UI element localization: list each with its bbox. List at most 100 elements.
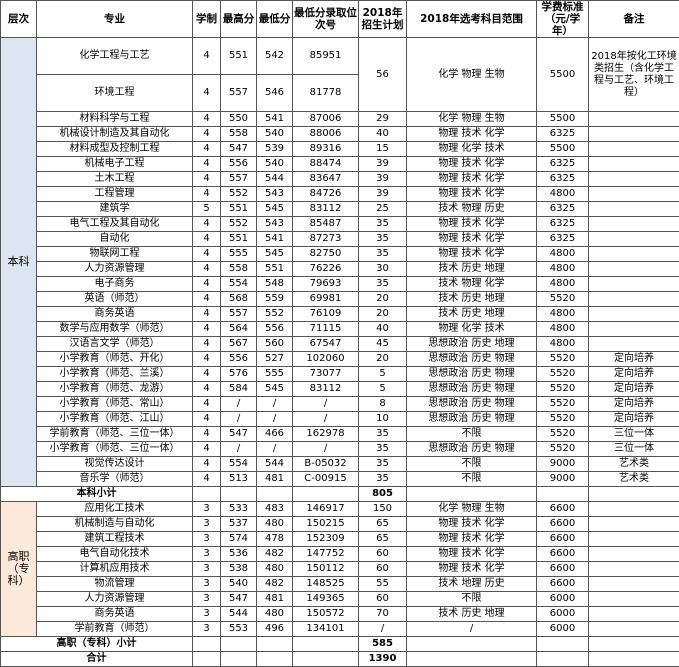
note-cell bbox=[589, 592, 679, 607]
note-cell: 定向培养 bbox=[589, 367, 679, 382]
min-score-cell: 544 bbox=[257, 172, 293, 187]
empty-cell bbox=[293, 487, 359, 502]
min-rank-cell: 134101 bbox=[293, 622, 359, 637]
major-cell: 学前教育（师范、三位一体） bbox=[37, 427, 193, 442]
years-cell: 3 bbox=[193, 502, 221, 517]
plan-cell: 15 bbox=[359, 142, 407, 157]
max-score-cell: 547 bbox=[221, 142, 257, 157]
header-cell: 专业 bbox=[37, 1, 193, 38]
max-score-cell: 557 bbox=[221, 307, 257, 322]
tuition-cell: 6600 bbox=[537, 577, 589, 592]
major-cell: 机械设计制造及其自动化 bbox=[37, 127, 193, 142]
subjects-cell: 思想政治 历史 物理 bbox=[407, 442, 537, 457]
note-cell bbox=[589, 307, 679, 322]
major-cell: 小学教育（师范、兰溪） bbox=[37, 367, 193, 382]
tuition-cell: 9000 bbox=[537, 472, 589, 487]
empty-cell bbox=[407, 652, 537, 667]
years-cell: 3 bbox=[193, 592, 221, 607]
major-cell: 商务英语 bbox=[37, 307, 193, 322]
years-cell: 3 bbox=[193, 577, 221, 592]
years-cell: 4 bbox=[193, 277, 221, 292]
years-cell: 4 bbox=[193, 472, 221, 487]
note-cell: 定向培养 bbox=[589, 412, 679, 427]
empty-cell bbox=[407, 637, 537, 652]
tuition-cell: 6325 bbox=[537, 217, 589, 232]
years-cell: 3 bbox=[193, 607, 221, 622]
tuition-cell: 4800 bbox=[537, 262, 589, 277]
plan-cell: 56 bbox=[359, 38, 407, 112]
header-cell: 学费标准（元/学年） bbox=[537, 1, 589, 38]
note-cell bbox=[589, 547, 679, 562]
max-score-cell: 547 bbox=[221, 592, 257, 607]
min-score-cell: 540 bbox=[257, 157, 293, 172]
min-rank-cell: 79693 bbox=[293, 277, 359, 292]
years-cell: 4 bbox=[193, 292, 221, 307]
years-cell: 4 bbox=[193, 217, 221, 232]
plan-cell: 65 bbox=[359, 517, 407, 532]
subjects-cell: 物理 技术 化学 bbox=[407, 562, 537, 577]
empty-cell bbox=[293, 637, 359, 652]
subjects-cell: 思想政治 历史 物理 bbox=[407, 397, 537, 412]
min-score-cell: / bbox=[257, 412, 293, 427]
tuition-cell: 4800 bbox=[537, 307, 589, 322]
subjects-cell: 不限 bbox=[407, 457, 537, 472]
empty-cell bbox=[221, 637, 257, 652]
min-score-cell: 543 bbox=[257, 187, 293, 202]
max-score-cell: 551 bbox=[221, 202, 257, 217]
empty-cell bbox=[537, 652, 589, 667]
subjects-cell: 技术 历史 地理 bbox=[407, 292, 537, 307]
header-cell: 层次 bbox=[1, 1, 37, 38]
years-cell: 4 bbox=[193, 262, 221, 277]
min-rank-cell: 87006 bbox=[293, 112, 359, 127]
tuition-cell: 6325 bbox=[537, 127, 589, 142]
plan-cell: 39 bbox=[359, 157, 407, 172]
min-score-cell: 551 bbox=[257, 262, 293, 277]
min-score-cell: 496 bbox=[257, 622, 293, 637]
major-cell: 自动化 bbox=[37, 232, 193, 247]
major-cell: 机械制造与自动化 bbox=[37, 517, 193, 532]
subjects-cell: 物理 技术 化学 bbox=[407, 247, 537, 262]
empty-cell bbox=[407, 487, 537, 502]
subjects-cell: 思想政治 历史 物理 bbox=[407, 412, 537, 427]
plan-cell: 5 bbox=[359, 382, 407, 397]
max-score-cell: 558 bbox=[221, 127, 257, 142]
plan-cell: 35 bbox=[359, 442, 407, 457]
max-score-cell: 533 bbox=[221, 502, 257, 517]
major-cell: 英语（师范） bbox=[37, 292, 193, 307]
years-cell: 4 bbox=[193, 38, 221, 75]
note-cell bbox=[589, 202, 679, 217]
min-rank-cell: 67547 bbox=[293, 337, 359, 352]
min-rank-cell: 88474 bbox=[293, 157, 359, 172]
empty-cell bbox=[537, 637, 589, 652]
subjects-cell: 思想政治 历史 地理 bbox=[407, 337, 537, 352]
plan-cell: 150 bbox=[359, 502, 407, 517]
header-cell: 学制 bbox=[193, 1, 221, 38]
max-score-cell: 552 bbox=[221, 217, 257, 232]
tuition-cell: 5500 bbox=[537, 112, 589, 127]
tuition-cell: 4800 bbox=[537, 322, 589, 337]
min-score-cell: 545 bbox=[257, 202, 293, 217]
plan-cell: 60 bbox=[359, 562, 407, 577]
note-cell: 2018年按化工环境类招生（含化学工程与工艺、环境工程） bbox=[589, 38, 679, 112]
max-score-cell: / bbox=[221, 412, 257, 427]
years-cell: 4 bbox=[193, 397, 221, 412]
major-cell: 音乐学（师范） bbox=[37, 472, 193, 487]
min-score-cell: 542 bbox=[257, 38, 293, 75]
years-cell: 4 bbox=[193, 427, 221, 442]
min-rank-cell: 150572 bbox=[293, 607, 359, 622]
major-cell: 化学工程与工艺 bbox=[37, 38, 193, 75]
tuition-cell: 5520 bbox=[537, 382, 589, 397]
plan-cell: 40 bbox=[359, 127, 407, 142]
note-cell: 三位一体 bbox=[589, 442, 679, 457]
note-cell bbox=[589, 127, 679, 142]
tuition-cell: 5520 bbox=[537, 352, 589, 367]
